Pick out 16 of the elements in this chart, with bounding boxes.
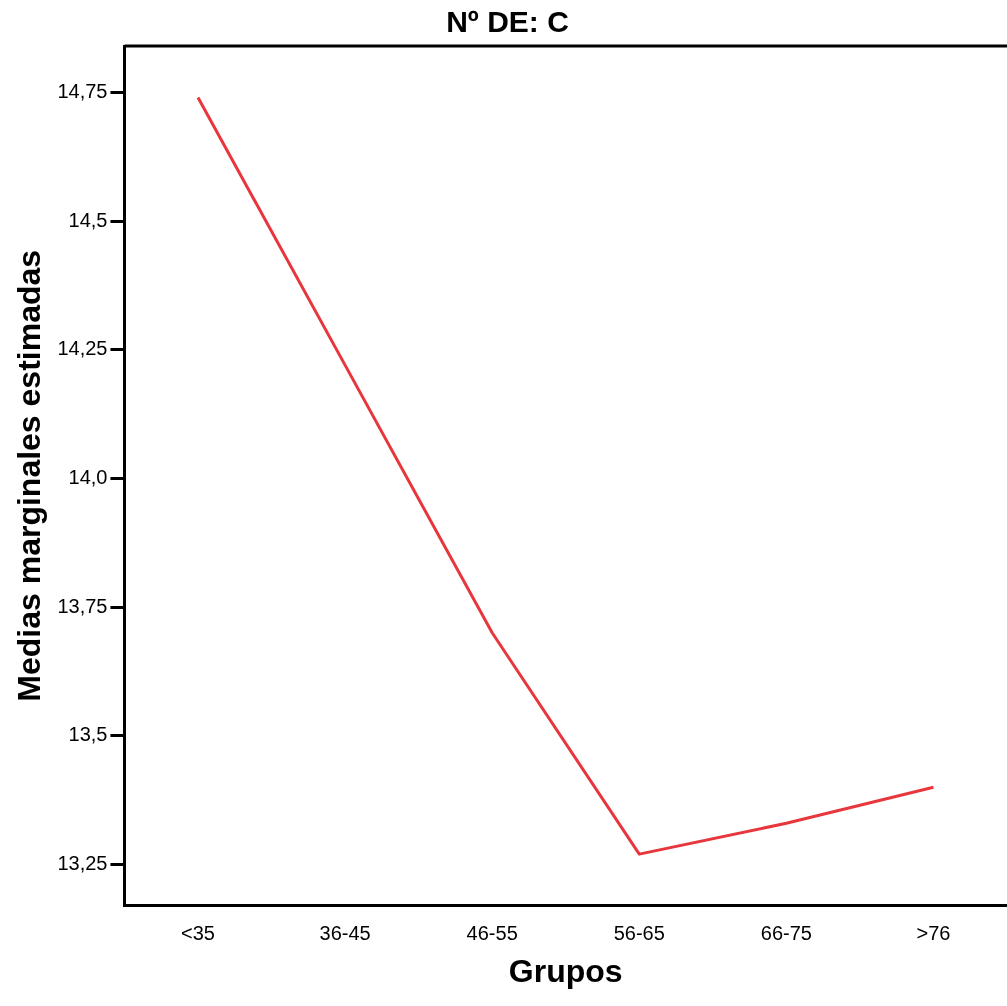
x-tick-label: 56-65 — [613, 922, 665, 945]
y-tick-label: 13,25 — [57, 851, 108, 874]
chart-title: Nº DE: C — [446, 5, 569, 39]
y-tick-label: 14,5 — [68, 208, 108, 231]
y-tick-label: 13,5 — [68, 723, 108, 746]
y-tick-label: 14,75 — [57, 79, 108, 102]
y-tick-label: 14,25 — [57, 337, 108, 360]
x-tick-label: 66-75 — [760, 922, 812, 945]
x-tick-label: 36-45 — [319, 922, 371, 945]
x-tick-label: >76 — [916, 922, 951, 945]
y-tick-label: 13,75 — [57, 594, 108, 617]
x-axis-title: Grupos — [508, 952, 623, 989]
y-tick-label: 14,0 — [68, 465, 108, 488]
y-axis-title: Medias marginales estimadas — [11, 249, 48, 702]
x-tick-label: <35 — [181, 922, 215, 945]
x-tick-label: 46-55 — [466, 922, 518, 945]
